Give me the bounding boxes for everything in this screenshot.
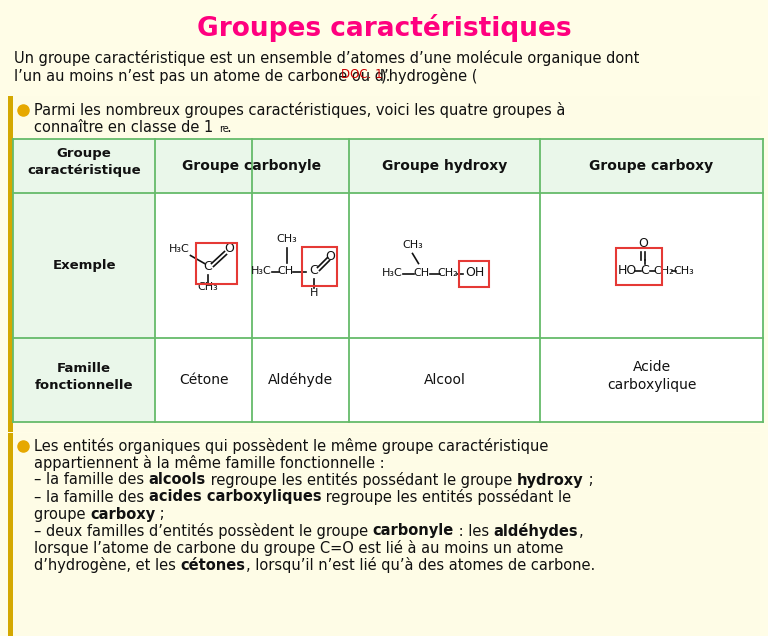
Bar: [252, 139, 349, 193]
Text: , lorsqu’il n’est lié qu’à des atomes de carbone.: , lorsqu’il n’est lié qu’à des atomes de…: [246, 557, 594, 573]
Text: Groupe
caractéristique: Groupe caractéristique: [27, 147, 141, 177]
Text: – la famille des: – la famille des: [34, 490, 149, 504]
Text: CH₃: CH₃: [673, 265, 694, 275]
Text: Exemple: Exemple: [52, 259, 116, 272]
Text: Groupe carbonyle: Groupe carbonyle: [183, 159, 322, 173]
Text: hydroxy: hydroxy: [517, 473, 584, 488]
Text: CH: CH: [413, 268, 429, 279]
Bar: [13, 338, 155, 422]
Bar: [8, 433, 760, 636]
Text: : les: : les: [454, 523, 494, 539]
Text: – la famille des: – la famille des: [34, 473, 149, 488]
Text: Aldéhyde: Aldéhyde: [268, 373, 333, 387]
Bar: [13, 139, 155, 193]
Text: l’un au moins n’est pas un atome de carbone ou d’hydrogène (: l’un au moins n’est pas un atome de carb…: [14, 68, 480, 84]
Text: Alcool: Alcool: [424, 373, 465, 387]
Text: HO: HO: [618, 264, 637, 277]
Text: H₃C: H₃C: [251, 266, 272, 277]
Text: ;: ;: [584, 473, 593, 488]
Text: CH₂: CH₂: [654, 265, 674, 275]
Text: O: O: [224, 242, 234, 255]
Bar: [540, 139, 763, 193]
Text: O: O: [638, 237, 648, 250]
Text: regroupe les entités possédant le: regroupe les entités possédant le: [321, 489, 571, 505]
Bar: [13, 139, 155, 193]
Text: H: H: [310, 289, 319, 298]
Bar: [8, 96, 13, 432]
Text: Acide
carboxylique: Acide carboxylique: [607, 360, 696, 392]
Text: carboxy: carboxy: [90, 506, 155, 522]
Text: CH₃: CH₃: [276, 235, 297, 244]
Bar: [8, 433, 13, 636]
Text: connaître en classe de 1: connaître en classe de 1: [34, 120, 214, 134]
Text: Groupe carboxy: Groupe carboxy: [589, 159, 713, 173]
Text: cétones: cétones: [180, 558, 246, 572]
Text: Groupe hydroxy: Groupe hydroxy: [382, 159, 507, 173]
Bar: [349, 193, 540, 338]
Text: OH: OH: [465, 266, 484, 279]
Bar: [252, 193, 349, 338]
Text: ).: ).: [381, 69, 392, 83]
Bar: [540, 338, 763, 422]
Text: CH₃: CH₃: [402, 240, 423, 251]
Text: Les entités organiques qui possèdent le même groupe caractéristique: Les entités organiques qui possèdent le …: [34, 438, 548, 454]
Text: Groupes caractéristiques: Groupes caractéristiques: [197, 14, 571, 42]
Text: acides carboxyliques: acides carboxyliques: [149, 490, 321, 504]
Text: – deux familles d’entités possèdent le groupe: – deux familles d’entités possèdent le g…: [34, 523, 372, 539]
Text: O: O: [326, 250, 336, 263]
Text: ;: ;: [155, 506, 165, 522]
Text: regroupe les entités possédant le groupe: regroupe les entités possédant le groupe: [206, 472, 517, 488]
Bar: [155, 139, 252, 193]
Bar: [155, 193, 252, 338]
Bar: [540, 193, 763, 338]
Text: C: C: [640, 264, 649, 277]
Text: DOC. 1: DOC. 1: [341, 67, 382, 81]
Bar: [155, 338, 252, 422]
Text: Parmi les nombreux groupes caractéristiques, voici les quatre groupes à: Parmi les nombreux groupes caractéristiq…: [34, 102, 565, 118]
Text: Cétone: Cétone: [179, 373, 228, 387]
Text: CH₂: CH₂: [437, 268, 458, 279]
Text: appartiennent à la même famille fonctionnelle :: appartiennent à la même famille fonction…: [34, 455, 385, 471]
Text: groupe: groupe: [34, 506, 90, 522]
Text: H₃C: H₃C: [169, 244, 190, 254]
Text: .: .: [226, 120, 230, 134]
Text: aldéhydes: aldéhydes: [494, 523, 578, 539]
Text: d’hydrogène, et les: d’hydrogène, et les: [34, 557, 180, 573]
Text: CH: CH: [277, 266, 293, 277]
Bar: [13, 193, 155, 338]
Text: ,: ,: [578, 523, 583, 539]
Text: carbonyle: carbonyle: [372, 523, 454, 539]
Text: C: C: [310, 264, 318, 277]
Bar: [349, 139, 540, 193]
Text: alcools: alcools: [149, 473, 206, 488]
Bar: [349, 338, 540, 422]
Text: Famille
fonctionnelle: Famille fonctionnelle: [35, 362, 134, 392]
Text: C: C: [203, 260, 212, 273]
Bar: [8, 96, 760, 432]
Text: lorsque l’atome de carbone du groupe C=O est lié à au moins un atome: lorsque l’atome de carbone du groupe C=O…: [34, 540, 564, 556]
Bar: [252, 338, 349, 422]
Text: CH₃: CH₃: [197, 282, 218, 293]
Text: H₃C: H₃C: [382, 268, 403, 279]
Text: Un groupe caractéristique est un ensemble d’atomes d’une molécule organique dont: Un groupe caractéristique est un ensembl…: [14, 50, 640, 66]
Text: re: re: [219, 124, 229, 134]
